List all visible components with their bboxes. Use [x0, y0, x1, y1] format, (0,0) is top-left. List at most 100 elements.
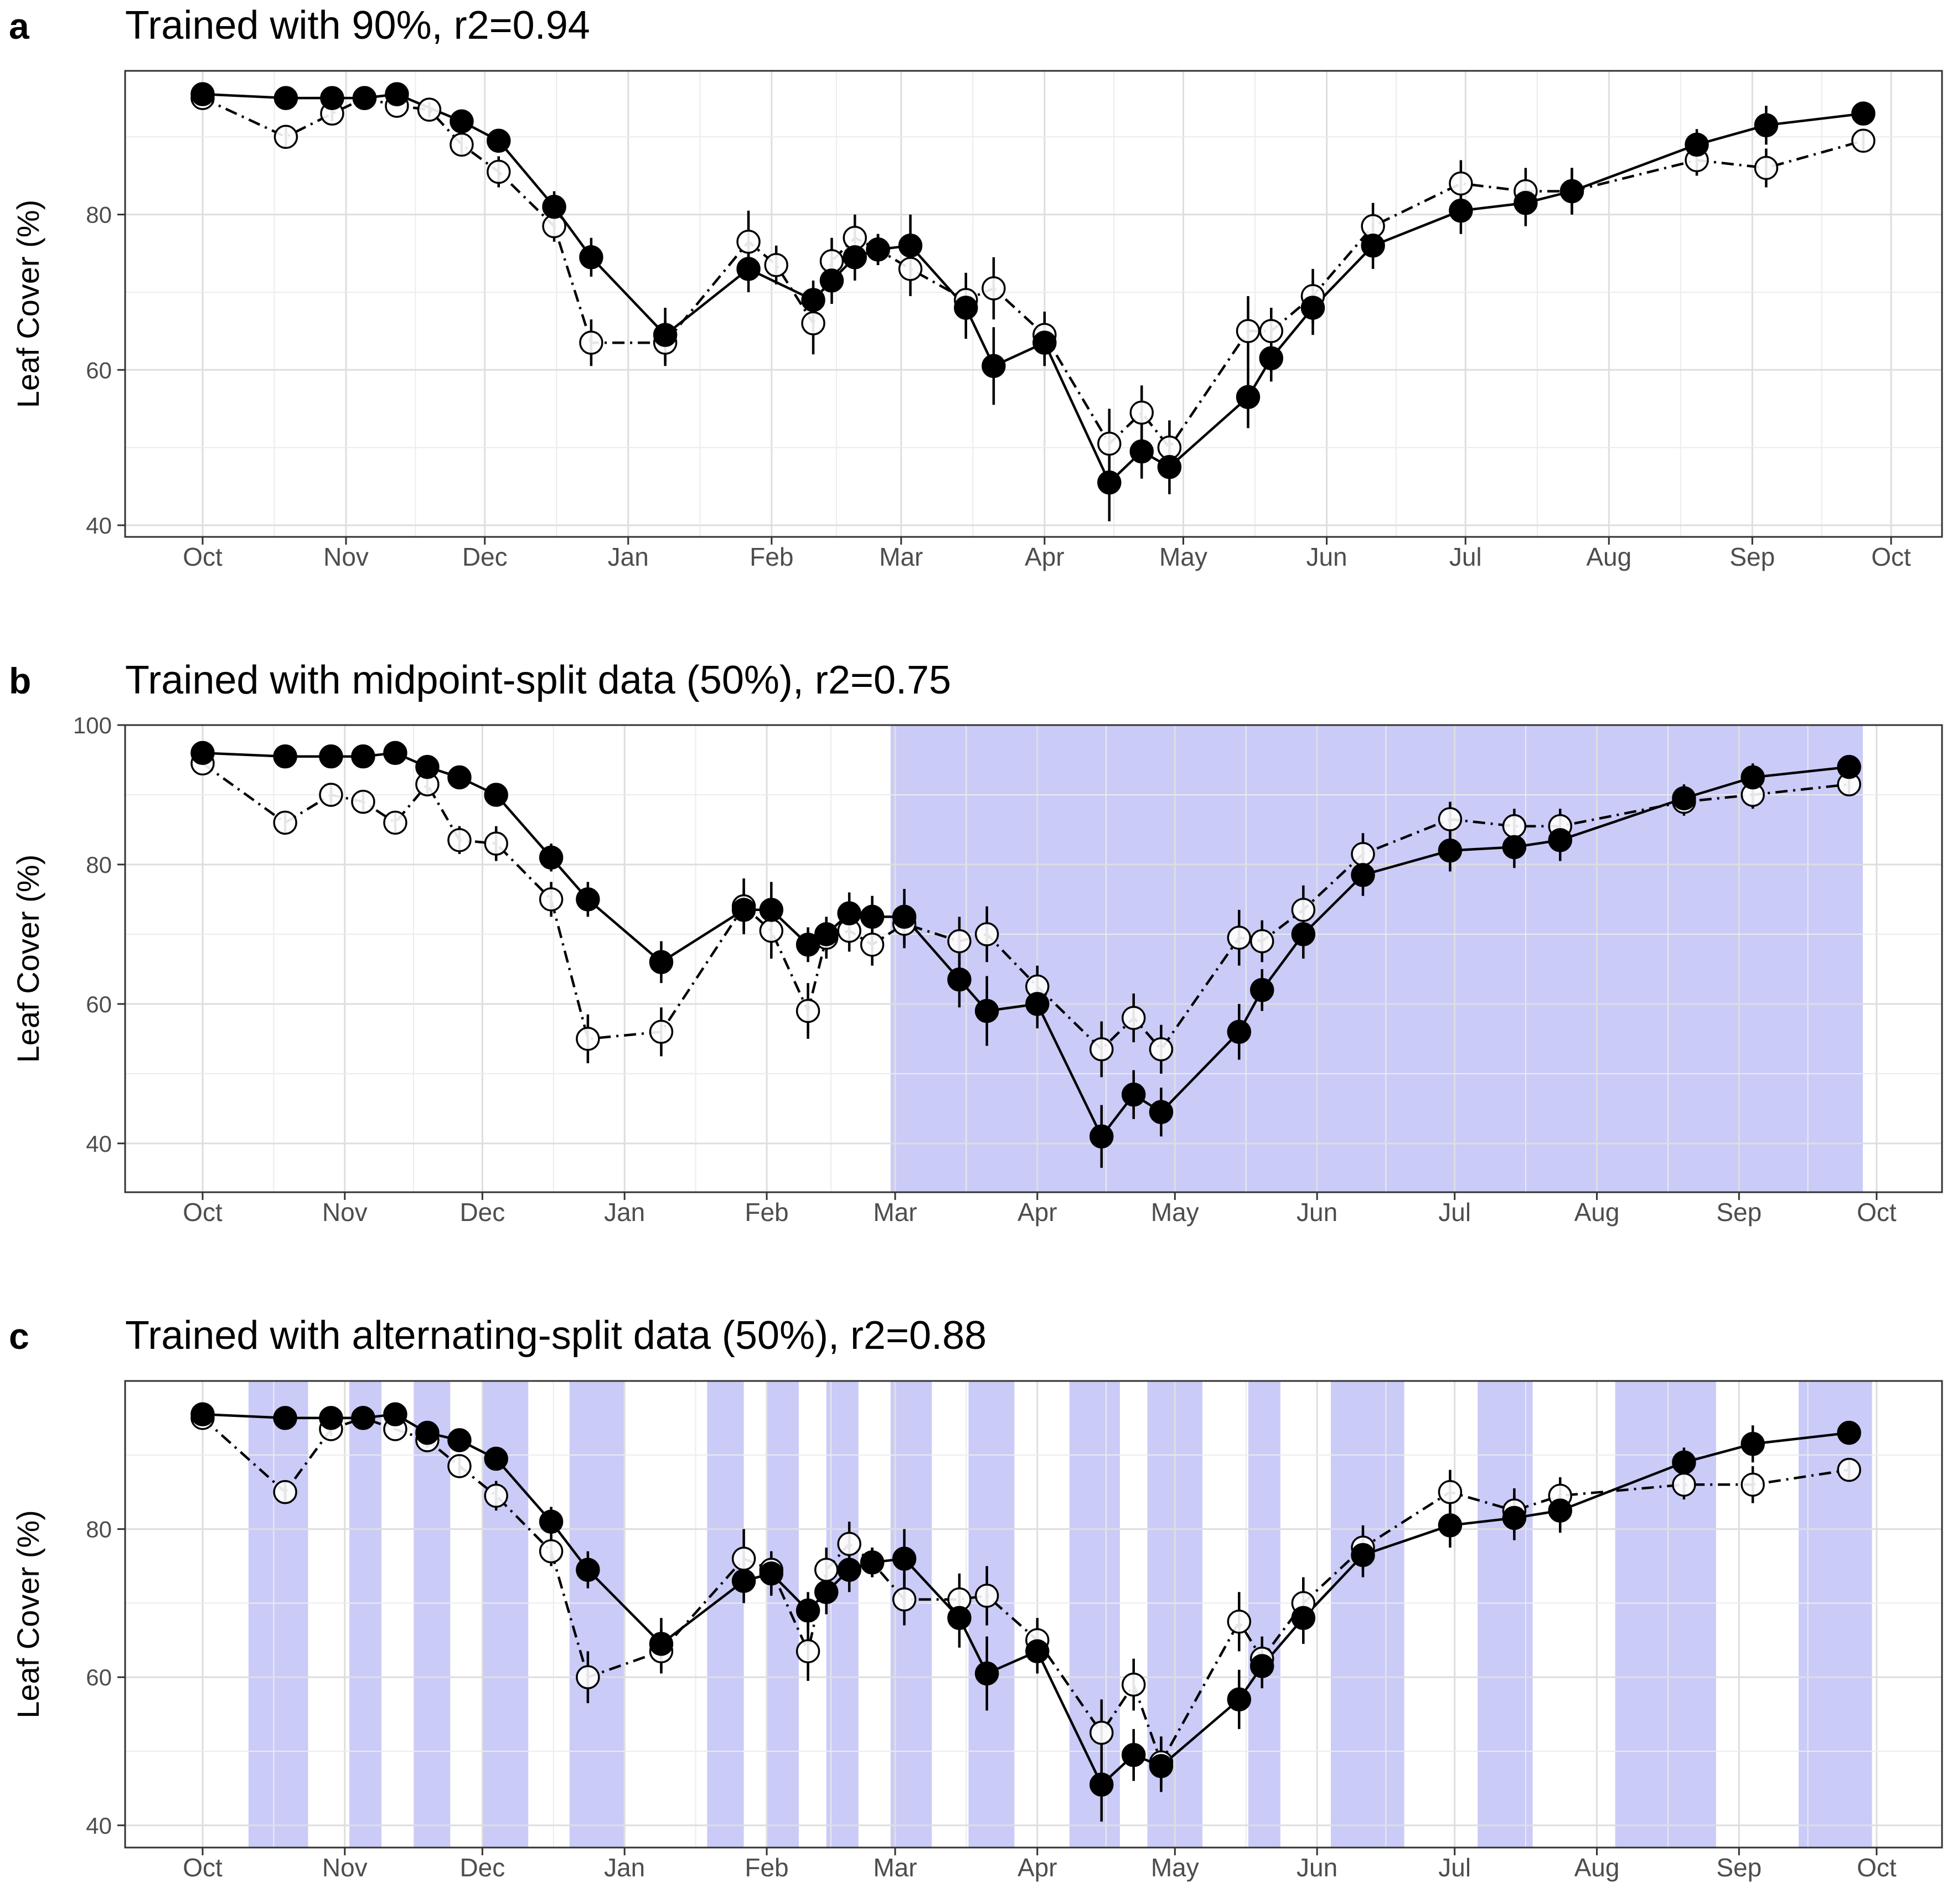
data-point-observed: [190, 82, 215, 106]
data-point-observed: [1149, 1754, 1174, 1778]
x-tick-label: Jun: [1297, 1198, 1337, 1227]
data-point-observed: [1514, 190, 1538, 215]
x-tick-label: Oct: [1857, 1853, 1897, 1882]
x-tick-label: Jun: [1306, 542, 1347, 571]
x-tick-label: Nov: [322, 1198, 368, 1227]
panel-letter: a: [9, 6, 30, 46]
data-point-observed: [892, 1546, 917, 1571]
data-point-predicted: [1449, 171, 1473, 196]
data-point-observed: [1672, 1450, 1696, 1474]
panel-title: Trained with alternating-split data (50%…: [125, 1313, 987, 1358]
data-point-predicted: [796, 998, 820, 1023]
data-point-predicted: [796, 1639, 820, 1664]
data-point-observed: [1548, 1498, 1572, 1523]
x-tick-label: Dec: [459, 1198, 505, 1227]
x-tick-label: Sep: [1716, 1853, 1762, 1882]
data-point-predicted: [576, 1027, 600, 1051]
data-point-observed: [319, 1406, 343, 1430]
x-tick-label: Oct: [1871, 542, 1911, 571]
data-point-observed: [954, 296, 978, 320]
data-point-predicted: [1089, 1720, 1114, 1745]
data-point-predicted: [1672, 1472, 1696, 1497]
data-point-predicted: [1502, 814, 1527, 839]
data-point-observed: [1851, 101, 1876, 126]
series-line-observed: [202, 752, 1850, 1138]
x-tick-label: Oct: [183, 1853, 223, 1882]
data-point-observed: [649, 1632, 674, 1656]
data-point-predicted: [484, 1483, 508, 1508]
data-point-observed: [351, 744, 375, 769]
x-tick-label: Oct: [1857, 1198, 1897, 1227]
data-point-observed: [319, 744, 343, 769]
data-point-predicted: [982, 276, 1006, 301]
series-line-predicted: [202, 762, 1850, 1051]
data-point-observed: [1502, 835, 1527, 860]
data-point-observed: [415, 1420, 440, 1445]
data-point-observed: [447, 765, 472, 790]
data-point-predicted: [1754, 156, 1779, 180]
data-point-observed: [539, 1509, 564, 1534]
x-tick-label: May: [1159, 542, 1207, 571]
data-point-observed: [819, 268, 844, 293]
data-point-predicted: [1097, 431, 1122, 456]
data-point-observed: [450, 109, 474, 133]
data-point-observed: [1672, 786, 1696, 811]
data-point-observed: [837, 1558, 861, 1582]
data-point-observed: [1097, 470, 1122, 495]
plot-border: [124, 724, 1943, 1193]
x-tick-label: Apr: [1018, 1853, 1057, 1882]
series-line-predicted: [202, 1416, 1850, 1764]
x-tick-label: Apr: [1018, 1198, 1057, 1227]
y-tick-label: 60: [86, 991, 112, 1017]
shaded-interval: [414, 1381, 451, 1848]
panel-letter: c: [9, 1316, 29, 1357]
data-point-observed: [273, 1406, 297, 1430]
data-point-observed: [731, 1569, 756, 1593]
data-point-predicted: [447, 828, 472, 852]
data-point-predicted: [539, 1539, 564, 1564]
data-point-observed: [974, 1661, 999, 1686]
data-point-observed: [1351, 1543, 1375, 1567]
x-tick-label: Mar: [873, 1853, 917, 1882]
data-point-observed: [1291, 922, 1316, 946]
data-point-observed: [731, 898, 756, 922]
data-point-predicted: [1149, 1037, 1174, 1062]
data-point-predicted: [947, 929, 972, 954]
data-point-predicted: [764, 253, 788, 277]
shaded-interval: [1615, 1381, 1716, 1848]
y-tick-label: 40: [86, 513, 112, 539]
plot-border: [124, 1380, 1943, 1849]
data-point-predicted: [892, 1587, 917, 1612]
data-point-observed: [860, 1550, 885, 1575]
data-point-observed: [385, 82, 409, 106]
y-axis-label: Leaf Cover (%): [11, 855, 45, 1063]
data-point-observed: [1559, 179, 1584, 204]
data-point-predicted: [273, 1479, 297, 1504]
data-point-predicted: [731, 1546, 756, 1571]
data-point-observed: [1129, 439, 1154, 464]
data-point-predicted: [736, 229, 761, 254]
data-point-observed: [1025, 992, 1050, 1016]
data-point-predicted: [759, 918, 784, 943]
x-tick-label: Aug: [1586, 542, 1631, 571]
data-point-predicted: [539, 887, 564, 912]
data-point-observed: [1685, 132, 1709, 157]
x-tick-label: Nov: [323, 542, 369, 571]
data-point-predicted: [417, 97, 442, 122]
x-tick-label: Dec: [459, 1853, 505, 1882]
data-point-observed: [1025, 1639, 1050, 1664]
data-point-predicted: [351, 789, 375, 814]
plot-background: [125, 725, 1942, 1192]
data-point-predicted: [487, 159, 511, 184]
x-tick-label: Jun: [1297, 1853, 1337, 1882]
shaded-interval: [248, 1381, 308, 1848]
data-point-predicted: [1837, 1457, 1861, 1482]
x-tick-label: Mar: [879, 542, 923, 571]
data-point-observed: [1249, 1654, 1274, 1678]
data-point-predicted: [860, 933, 885, 957]
y-tick-label: 80: [86, 1517, 112, 1543]
data-point-observed: [796, 933, 820, 957]
series-line-observed: [202, 1413, 1850, 1786]
data-point-observed: [320, 86, 344, 110]
data-point-predicted: [450, 132, 474, 157]
